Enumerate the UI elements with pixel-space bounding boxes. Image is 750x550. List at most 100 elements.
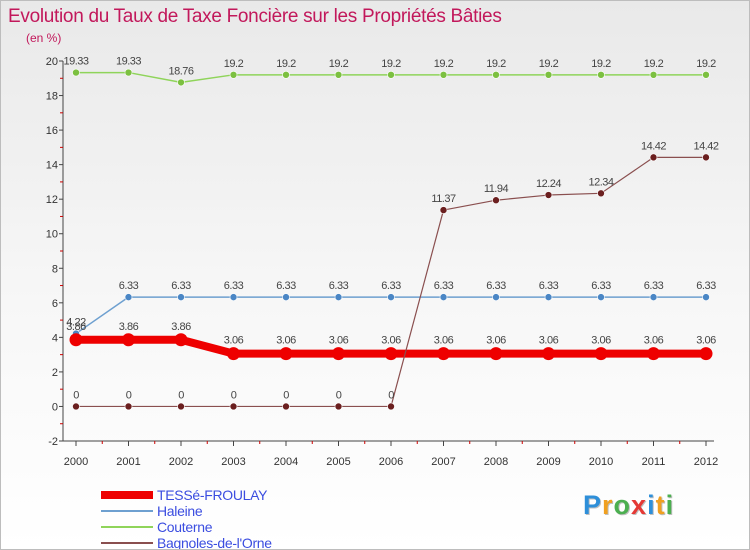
data-point	[699, 347, 713, 361]
x-tick-label: 2011	[642, 456, 666, 468]
x-tick-label: 2008	[484, 456, 508, 468]
brand-letter: i	[665, 490, 675, 520]
data-label: 6.33	[696, 280, 716, 292]
data-point	[282, 402, 290, 411]
data-label: 6.33	[539, 280, 559, 292]
data-point	[334, 71, 343, 79]
data-point	[597, 189, 605, 198]
data-label: 3.86	[66, 321, 86, 333]
data-label: 3.06	[539, 335, 559, 347]
brand-letter: r	[602, 490, 614, 520]
data-point	[649, 71, 658, 79]
data-point	[124, 293, 133, 301]
x-tick-label: 2007	[431, 456, 455, 468]
legend-label: TESSé-FROULAY	[157, 487, 268, 503]
data-label: 6.33	[329, 280, 349, 292]
y-tick-label: 2	[52, 367, 58, 379]
data-label: 11.37	[431, 193, 456, 205]
data-label: 19.2	[539, 58, 559, 70]
data-point	[437, 347, 450, 361]
data-point	[229, 71, 238, 79]
data-point	[544, 191, 553, 199]
data-point	[177, 78, 185, 87]
data-label: 19.2	[591, 58, 611, 70]
legend: TESSé-FROULAY Haleine Couterne Bagnoles-de-…	[101, 487, 361, 549]
data-point	[492, 196, 500, 205]
data-label: 3.06	[486, 335, 506, 347]
data-label: 0	[178, 389, 184, 401]
data-label: 3.06	[434, 335, 454, 347]
data-label: 14.42	[693, 140, 718, 152]
data-label: 6.33	[486, 280, 506, 292]
legend-item: Haleine	[101, 503, 361, 519]
data-point	[177, 293, 185, 301]
y-tick-label: 14	[46, 160, 58, 172]
data-label: 19.2	[434, 58, 454, 70]
data-label: 3.06	[644, 335, 664, 347]
data-point	[229, 402, 238, 411]
legend-item: Bagnoles-de-l'Orne	[101, 535, 361, 549]
data-point	[72, 68, 80, 77]
y-tick-label: 0	[52, 401, 58, 413]
data-label: 19.33	[116, 56, 141, 68]
x-tick-label: 2012	[694, 456, 718, 468]
data-point	[544, 71, 553, 79]
data-point	[647, 347, 660, 361]
data-point	[492, 293, 500, 301]
data-point	[702, 153, 710, 162]
y-tick-label: 12	[46, 194, 58, 206]
data-point	[72, 402, 80, 411]
chart-subtitle: (en %)	[26, 31, 62, 45]
legend-swatch	[101, 491, 153, 499]
x-tick-label: 2004	[274, 456, 298, 468]
data-point	[702, 293, 710, 301]
data-label: 14.42	[641, 140, 666, 152]
data-point	[227, 347, 240, 361]
y-tick-label: 20	[46, 56, 58, 68]
brand-letter: t	[655, 490, 666, 520]
data-point	[174, 333, 188, 347]
legend-label: Haleine	[157, 503, 203, 519]
data-label: 6.33	[119, 280, 139, 292]
data-label: 0	[231, 389, 237, 401]
data-label: 3.06	[329, 335, 349, 347]
data-point	[597, 293, 605, 301]
data-point	[439, 71, 448, 79]
data-label: 19.2	[276, 58, 296, 70]
x-tick-label: 2001	[116, 456, 140, 468]
data-label: 18.76	[168, 65, 193, 77]
data-label: 3.06	[696, 335, 716, 347]
data-point	[387, 293, 395, 301]
data-label: 3.06	[591, 335, 611, 347]
brand-letter: o	[613, 490, 632, 520]
brand-logo: Proxiti	[583, 490, 674, 521]
brand-letter: P	[583, 490, 603, 520]
data-point	[332, 347, 345, 361]
data-point	[439, 293, 448, 301]
data-label: 4.22	[66, 317, 86, 329]
data-label: 6.33	[276, 280, 296, 292]
data-label: 0	[336, 389, 342, 401]
y-tick-label: 6	[52, 298, 58, 310]
x-tick-label: 2010	[589, 456, 613, 468]
data-point	[124, 68, 133, 77]
data-label: 19.2	[224, 58, 244, 70]
data-label: 19.2	[486, 58, 506, 70]
x-tick-label: 2005	[326, 456, 350, 468]
data-point	[282, 71, 290, 79]
data-label: 6.33	[381, 280, 401, 292]
data-label: 19.2	[381, 58, 401, 70]
y-tick-label: 18	[46, 91, 58, 103]
y-tick-label: 10	[46, 229, 58, 241]
data-point	[69, 333, 83, 347]
legend-label: Couterne	[157, 519, 213, 535]
data-label: 6.33	[591, 280, 611, 292]
data-point	[544, 293, 553, 301]
data-label: 19.2	[696, 58, 716, 70]
data-label: 3.86	[119, 321, 139, 333]
data-point	[334, 293, 343, 301]
legend-swatch	[101, 526, 153, 528]
data-label: 3.86	[171, 321, 191, 333]
data-label: 12.24	[536, 178, 561, 190]
